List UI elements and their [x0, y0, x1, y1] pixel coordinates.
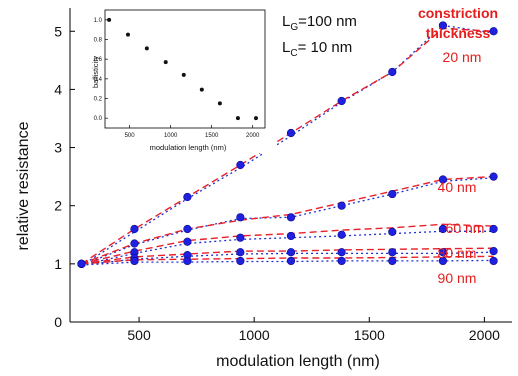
data-point — [337, 96, 346, 106]
series-line-model-3 — [81, 251, 494, 266]
inset-x-tick-label: 500 — [125, 133, 136, 139]
x-tick-label: 500 — [127, 327, 151, 343]
data-point — [183, 192, 192, 202]
inset-plot-frame — [104, 9, 266, 129]
series-label: 80 nm — [438, 245, 477, 261]
data-point — [337, 256, 346, 266]
data-point — [236, 160, 245, 170]
y-tick-label: 3 — [54, 140, 62, 156]
series-label: 40 nm — [438, 179, 477, 195]
inset-x-axis-title: modulation length (nm) — [150, 143, 227, 152]
data-point — [489, 172, 498, 181]
inset-x-tick-label: 1500 — [205, 133, 219, 139]
main-ticks: 500 1000 1500 2000 0 1 2 3 4 5 — [54, 23, 500, 343]
data-point — [183, 237, 192, 246]
y-axis-title: relative resistance — [15, 121, 32, 250]
inset-y-tick-label: 1.0 — [94, 18, 103, 24]
data-point — [130, 256, 139, 266]
data-point — [388, 248, 397, 257]
y-tick-label: 5 — [54, 23, 62, 39]
inset-data-point — [107, 17, 112, 22]
data-point — [77, 259, 86, 268]
data-point — [236, 256, 245, 266]
data-point — [286, 128, 296, 138]
data-point — [438, 175, 448, 184]
data-point — [438, 21, 448, 30]
data-point — [337, 248, 346, 257]
inset-data-point — [144, 46, 149, 51]
series-line-fit-2 — [81, 223, 494, 265]
inset-y-tick-label: 0.4 — [94, 77, 103, 83]
data-point — [130, 224, 139, 234]
y-tick-label: 1 — [54, 256, 62, 272]
data-point — [388, 189, 397, 199]
series-label: 60 nm — [446, 220, 485, 236]
data-point — [286, 248, 296, 257]
data-point — [489, 224, 498, 234]
data-point — [388, 67, 397, 77]
data-point — [236, 233, 245, 242]
data-point — [489, 246, 498, 256]
legend-title: constriction thickness — [418, 5, 498, 41]
series-line-fit-1 — [81, 175, 494, 265]
data-point — [388, 227, 397, 236]
data-point — [236, 248, 245, 257]
data-point — [438, 256, 448, 266]
inset-points — [107, 17, 258, 121]
data-point — [337, 201, 346, 210]
data-point — [183, 256, 192, 266]
inset-data-point — [235, 116, 240, 121]
data-point — [438, 248, 448, 257]
series-labels: 20 nm 40 nm 60 nm 80 nm 90 nm — [438, 49, 485, 286]
data-point — [236, 213, 245, 222]
y-tick-label: 2 — [54, 198, 62, 214]
inset-y-tick-label: 0.6 — [94, 57, 103, 63]
inset-data-point — [253, 116, 258, 121]
data-point — [337, 230, 346, 239]
y-tick-label: 4 — [54, 81, 62, 97]
legend-title-group: constriction thickness — [418, 5, 498, 41]
inset-x-tick-label: 2000 — [246, 133, 260, 139]
data-point — [388, 256, 397, 266]
series-label: 20 nm — [443, 49, 482, 65]
data-point — [183, 224, 192, 234]
inset-y-tick-label: 0.0 — [94, 116, 103, 122]
data-point — [130, 239, 139, 248]
annotation-lg: LG=100 nm — [282, 13, 357, 33]
data-point — [286, 213, 296, 222]
inset-y-tick-label: 0.8 — [94, 38, 103, 44]
inset-chart: 500 1000 1500 2000 0.0 0.2 0.4 0.6 0.8 1.0 modula… — [88, 3, 276, 153]
data-point — [489, 27, 498, 36]
series-label: 90 nm — [438, 270, 477, 286]
main-axes — [69, 8, 512, 323]
inset-data-point — [163, 60, 168, 65]
inset-frame — [88, 3, 276, 153]
inset-data-point — [125, 32, 130, 37]
series-line-model-4 — [81, 259, 494, 266]
x-axis-title: modulation length (nm) — [216, 353, 380, 370]
inset-data-point — [181, 72, 186, 77]
inset-x-tick-label: 1000 — [164, 133, 178, 139]
inset-data-point — [217, 101, 222, 106]
inset-y-tick-label: 0.2 — [94, 97, 103, 103]
annotation-group: LG=100 nm LC= 10 nm — [282, 13, 357, 59]
inset-y-axis-title: ballisticity — [91, 56, 100, 88]
inset-axes — [104, 9, 266, 129]
data-point — [438, 224, 448, 234]
inset-ticks: 500 1000 1500 2000 0.0 0.2 0.4 0.6 0.8 1.0 — [94, 18, 260, 139]
inset-data-point — [199, 87, 204, 92]
y-tick-label: 0 — [54, 314, 62, 330]
x-tick-label: 1500 — [354, 327, 385, 343]
data-point — [286, 256, 296, 266]
data-point — [489, 256, 498, 266]
main-series-points — [77, 21, 498, 268]
data-point — [286, 231, 296, 241]
annotation-lc: LC= 10 nm — [282, 39, 352, 59]
x-tick-label: 1000 — [239, 327, 270, 343]
x-tick-label: 2000 — [469, 327, 500, 343]
